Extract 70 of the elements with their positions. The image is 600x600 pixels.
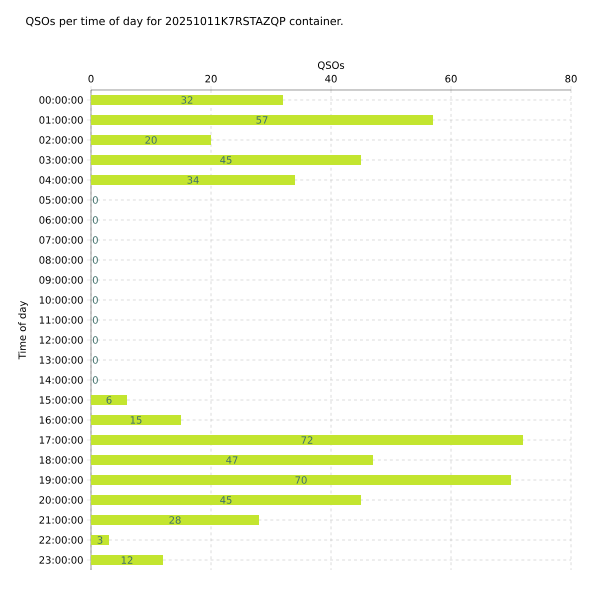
x-tick-label: 40	[325, 74, 337, 82]
data-label: 0	[92, 236, 98, 244]
data-label: 0	[92, 316, 98, 324]
data-label: 70	[295, 476, 307, 484]
y-tick-label: 17:00:00	[40, 436, 83, 444]
bar	[91, 535, 109, 546]
y-tick-label: 01:00:00	[39, 116, 83, 124]
y-tick-label: 07:00:00	[39, 236, 83, 244]
y-tick-label: 22:00:00	[39, 536, 83, 544]
y-tick-label: 10:00:00	[40, 296, 83, 304]
data-label: 0	[92, 256, 98, 264]
data-label: 28	[169, 516, 181, 524]
y-tick-label: 15:00:00	[40, 396, 83, 404]
y-tick-label: 23:00:00	[39, 556, 83, 564]
y-axis-title: Time of day	[18, 300, 28, 360]
y-tick-label: 05:00:00	[39, 196, 83, 204]
data-label: 45	[220, 496, 232, 504]
data-label: 0	[92, 196, 98, 204]
bar	[91, 114, 434, 125]
y-tick-label: 19:00:00	[40, 476, 83, 484]
data-label: 47	[226, 456, 238, 464]
y-tick-label: 06:00:00	[39, 216, 83, 224]
data-label: 72	[301, 436, 312, 444]
y-tick-label: 21:00:00	[39, 516, 83, 524]
y-tick-label: 04:00:00	[39, 176, 83, 184]
bar	[91, 134, 212, 145]
y-tick-label: 18:00:00	[40, 456, 83, 464]
x-tick-label: 20	[205, 74, 217, 82]
bar	[91, 555, 164, 566]
x-tick-label: 0	[88, 74, 94, 82]
y-tick-label: 13:00:00	[40, 356, 83, 364]
bar	[91, 174, 296, 185]
y-tick-label: 03:00:00	[39, 156, 83, 164]
x-tick-label: 60	[445, 74, 457, 82]
bar	[91, 455, 374, 466]
bar	[91, 395, 127, 406]
data-label: 0	[92, 376, 98, 384]
chart-title: QSOs per time of day for 20251011K7RSTAZQP container.	[26, 16, 342, 28]
bar	[91, 495, 362, 506]
bar	[91, 415, 182, 426]
data-label: 6	[106, 396, 112, 404]
y-tick-label: 11:00:00	[40, 316, 83, 324]
y-tick-label: 00:00:00	[39, 96, 83, 104]
bar	[91, 515, 260, 526]
data-label: 57	[256, 116, 268, 124]
data-label: 3	[98, 536, 102, 544]
data-label: 20	[145, 136, 157, 144]
data-label: 32	[181, 96, 192, 104]
data-label: 12	[122, 556, 132, 564]
data-label: 15	[130, 416, 142, 424]
data-label: 0	[92, 356, 98, 364]
data-label: 0	[92, 336, 98, 344]
bar	[91, 475, 512, 486]
y-tick-label: 12:00:00	[40, 336, 83, 344]
data-label: 0	[92, 296, 98, 304]
y-tick-label: 09:00:00	[39, 276, 83, 284]
data-label: 0	[92, 276, 98, 284]
y-tick-label: 16:00:00	[40, 416, 83, 424]
x-axis-title: QSOs	[318, 61, 344, 70]
x-tick-label: 80	[565, 74, 577, 82]
bar	[91, 435, 524, 446]
data-label: 34	[187, 176, 199, 184]
y-tick-label: 02:00:00	[39, 136, 83, 144]
y-tick-label: 08:00:00	[39, 256, 83, 264]
bar	[91, 154, 362, 165]
y-tick-label: 14:00:00	[40, 376, 83, 384]
data-label: 45	[220, 156, 232, 164]
y-tick-label: 20:00:00	[39, 496, 83, 504]
data-label: 0	[92, 216, 98, 224]
bar	[91, 94, 284, 105]
